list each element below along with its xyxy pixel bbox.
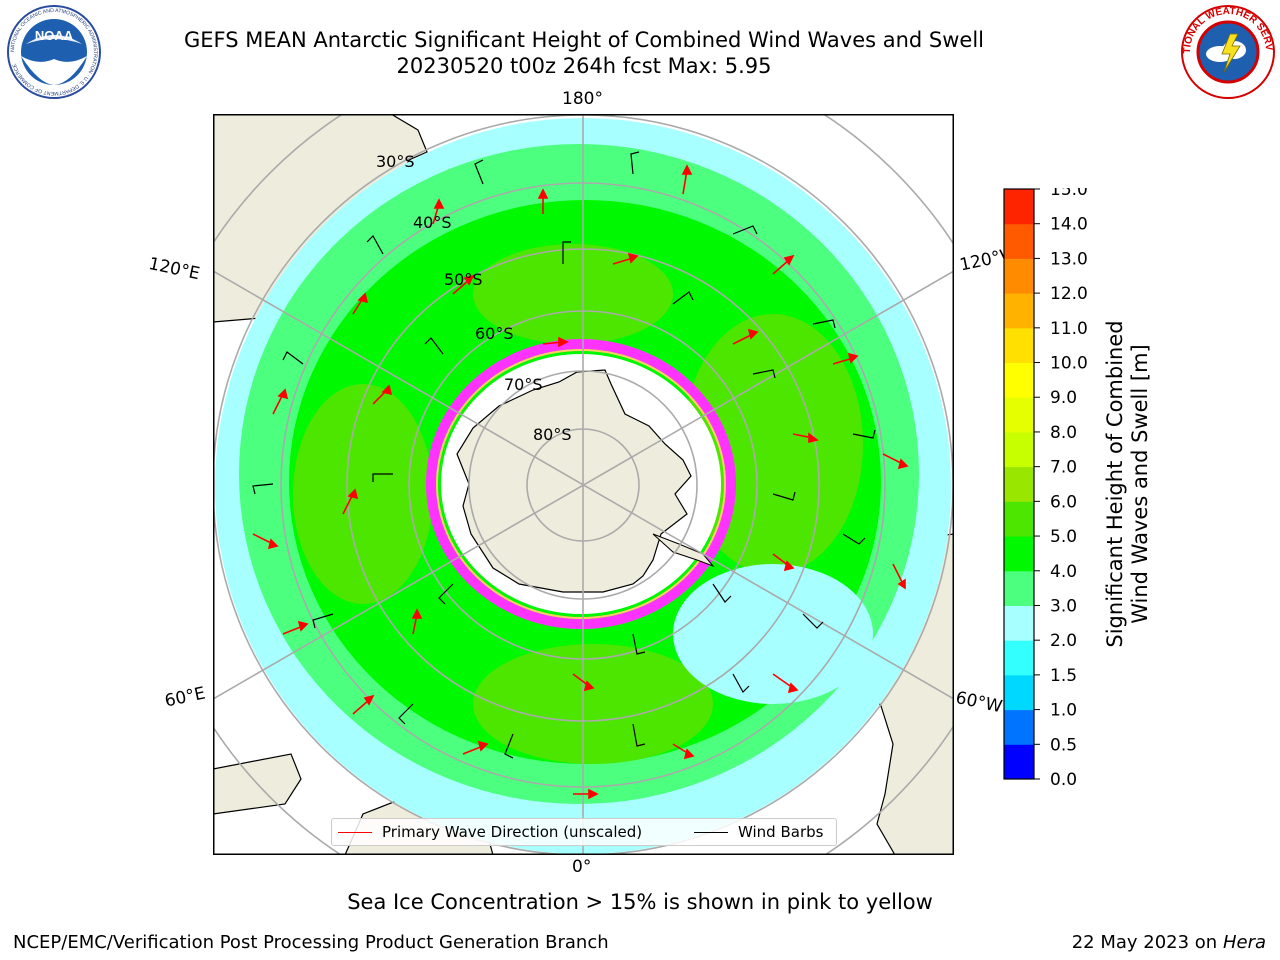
chart-subtitle: 20230520 t00z 264h fcst Max: 5.95 (396, 54, 772, 78)
colorbar-band (1004, 709, 1034, 745)
colorbar-band (1004, 640, 1034, 676)
lon-label-60e: 60°E (163, 683, 208, 712)
sea-ice-rim-yellow (436, 349, 726, 619)
lat-label-40s: 40°S (413, 213, 452, 232)
noaa-logo-text: NOAA (35, 28, 74, 43)
credit-line: NCEP/EMC/Verification Post Processing Pr… (13, 932, 609, 953)
colorbar-tick-label: 0.5 (1050, 735, 1077, 755)
colorbar-band (1004, 293, 1034, 329)
colorbar-tick-label: 1.5 (1050, 666, 1077, 686)
colorbar-tick-label: 15.0 (1050, 188, 1088, 200)
colorbar-frame (1003, 188, 1035, 780)
antarctica-land (456, 369, 692, 593)
colorbar-tick-label: 9.0 (1050, 388, 1077, 408)
lon-label-0: 0° (572, 857, 592, 877)
colorbar-band (1004, 605, 1034, 641)
colorbar-tick-label: 10.0 (1050, 354, 1088, 374)
colorbar: 0.0 0.5 1.0 1.5 2.0 3.0 4.0 5.0 6.0 7.0 8.0 9.0 10.0… (1003, 188, 1088, 788)
colorbar-tick-label: 3.0 (1050, 596, 1077, 616)
sea-ice-note: Sea Ice Concentration > 15% is shown in … (347, 890, 933, 914)
colorbar-label-line1: Significant Height of Combined (1103, 320, 1127, 648)
chart-title: GEFS MEAN Antarctic Significant Height o… (183, 28, 985, 52)
antarctic-peninsula (652, 533, 715, 568)
wave-band-yellowgreen-w (293, 384, 433, 604)
colorbar-band (1004, 501, 1034, 537)
lon-label-60w: 60°W (953, 688, 1004, 718)
colorbar-tick-label: 13.0 (1050, 249, 1088, 269)
colorbar-tick-label: 2.0 (1050, 631, 1077, 651)
colorbar-tick-label: 1.0 (1050, 701, 1077, 721)
wave-direction-swatch (338, 832, 372, 833)
wind-barb-swatch (694, 832, 728, 833)
colorbar-band (1004, 466, 1034, 502)
lat-label-30s: 30°S (376, 152, 415, 171)
lon-label-120e: 120°E (146, 254, 202, 285)
colorbar-tick-label: 14.0 (1050, 215, 1088, 235)
map-legend: Primary Wave Direction (unscaled) Wind B… (331, 818, 837, 846)
lat-label-50s: 50°S (444, 270, 483, 289)
wave-direction-arrows (252, 164, 909, 800)
date-line: 22 May 2023 on Hera (1072, 932, 1266, 953)
lat-label-80s: 80°S (533, 425, 572, 444)
colorbar-band (1004, 189, 1034, 225)
nws-logo: NATIONAL WEATHER SERVICE (1178, 4, 1275, 99)
colorbar-band (1004, 744, 1034, 780)
colorbar-tick-label: 11.0 (1050, 319, 1088, 339)
map-panel (213, 114, 954, 855)
wind-barbs (252, 151, 876, 759)
noaa-logo: NOAA NATIONAL OCEANIC AND ATMOSPHERIC AD… (7, 5, 101, 99)
lon-label-180: 180° (562, 89, 603, 109)
colorbar-label: Significant Height of Combined Wind Wave… (1098, 188, 1158, 780)
legend-wave-direction: Primary Wave Direction (unscaled) (338, 823, 642, 841)
colorbar-tick-label: 6.0 (1050, 492, 1077, 512)
colorbar-band (1004, 431, 1034, 468)
colorbar-tick-label: 4.0 (1050, 562, 1077, 582)
colorbar-tick-label: 0.0 (1050, 770, 1077, 788)
lat-label-70s: 70°S (504, 375, 543, 394)
colorbar-band (1004, 570, 1034, 606)
colorbar-tick-label: 8.0 (1050, 423, 1077, 443)
colorbar-tick-label: 5.0 (1050, 527, 1077, 547)
date-text: 22 May 2023 on (1071, 932, 1218, 953)
colorbar-band (1004, 674, 1034, 711)
colorbar-tick-label: 12.0 (1050, 284, 1088, 304)
colorbar-band (1004, 397, 1034, 433)
legend-wave-direction-label: Primary Wave Direction (unscaled) (382, 823, 643, 841)
legend-wind-barbs-label: Wind Barbs (738, 823, 824, 841)
colorbar-label-line2: Wind Waves and Swell [m] (1128, 344, 1152, 624)
lat-label-60s: 60°S (475, 324, 514, 343)
colorbar-band (1004, 327, 1034, 364)
wave-band-yellowgreen-s (473, 644, 713, 764)
host-name: Hera (1222, 932, 1266, 953)
colorbar-tick-label: 7.0 (1050, 458, 1077, 478)
wave-band-yellowgreen-n (473, 244, 673, 344)
colorbar-band (1004, 362, 1034, 398)
colorbar-band (1004, 258, 1034, 294)
colorbar-band (1004, 223, 1034, 259)
colorbar-band (1004, 536, 1034, 572)
legend-wind-barbs: Wind Barbs (694, 823, 823, 841)
sea-ice-rim (426, 339, 736, 629)
